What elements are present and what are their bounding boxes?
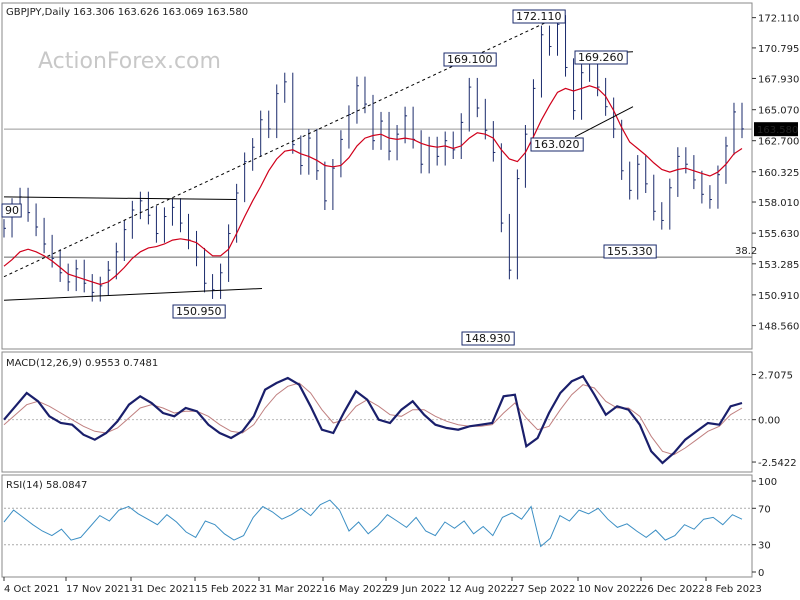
annotation-label: 90: [5, 204, 19, 217]
annotation-box: [1, 203, 22, 218]
macd-tick-label: 2.7075: [758, 371, 793, 382]
last-price-tag: [754, 122, 798, 137]
x-tick-label: 12 Aug 2022: [449, 584, 513, 595]
annotation-box: [530, 137, 584, 152]
annotation-label: 155.330: [607, 245, 653, 258]
x-tick-label: 4 Oct 2021: [4, 584, 59, 595]
x-tick-label: 17 Nov 2021: [66, 584, 130, 595]
channel-upper-line: [3, 196, 237, 201]
price-panel-frame: [1, 2, 753, 350]
x-tick-label: 8 Feb 2023: [706, 584, 762, 595]
annotation-box: [512, 9, 566, 24]
rsi-tick-label: 30: [758, 541, 771, 552]
x-tick-label: 31 Dec 2021: [131, 584, 195, 595]
annotation-label: 150.950: [176, 305, 222, 318]
rsi-series-layer: [3, 499, 752, 548]
price-tick-label: 155.630: [758, 229, 799, 240]
price-series-layer: 38.2 172.110 169.100 169.260 163.020 155.330 1…: [1, 9, 757, 346]
x-tick-label: 31 Mar 2022: [259, 584, 322, 595]
annotation-box: [461, 331, 515, 346]
macd-tick-label: -2.5422: [758, 458, 797, 469]
macd-tick-label: 0.00: [758, 416, 780, 427]
watermark-text: ActionForex.com: [38, 49, 221, 74]
price-tick-label: 162.700: [758, 137, 799, 148]
symbol-header: GBPJPY,Daily 163.306 163.626 163.069 163…: [6, 7, 248, 18]
price-tick-label: 172.110: [758, 14, 799, 25]
price-tick-label: 148.560: [758, 322, 799, 333]
macd-label: MACD(12,26,9) 0.9553 0.7481: [6, 358, 158, 369]
channel-lower-line: [3, 287, 263, 301]
rsi-tick-label: 70: [758, 504, 771, 515]
macd-panel-frame: [1, 351, 753, 473]
x-tick-label: 27 Sep 2022: [512, 584, 575, 595]
annotation-label: 148.930: [465, 332, 511, 345]
rsi-label: RSI(14) 58.0847: [6, 480, 87, 491]
rsi-tick-label: 100: [758, 477, 777, 488]
x-tick-label: 10 Nov 2022: [578, 584, 642, 595]
price-tick-label: 170.795: [758, 44, 799, 55]
x-tick-label: 15 Feb 2022: [195, 584, 257, 595]
axis-labels-layer: 172.110 170.795 167.930 165.070 162.700 160.3…: [3, 14, 799, 595]
price-tick-label: 150.910: [758, 291, 799, 302]
moving-average-line: [3, 85, 743, 286]
macd-signal-line: [3, 382, 743, 456]
macd-series-layer: [3, 374, 752, 465]
annotation-box: [603, 244, 657, 259]
fib-label: 38.2: [735, 246, 757, 257]
x-tick-label: 16 May 2022: [323, 584, 388, 595]
rsi-tick-label: 0: [758, 568, 764, 579]
annotation-box: [574, 50, 628, 65]
x-tick-label: 26 Dec 2022: [641, 584, 705, 595]
price-tick-label: 158.010: [758, 198, 799, 209]
annotation-label: 172.110: [516, 10, 562, 23]
rsi-panel-frame: [1, 474, 753, 578]
annotation-box: [172, 304, 226, 319]
price-tick-label: 167.930: [758, 74, 799, 85]
annotation-label: 163.020: [534, 138, 580, 151]
last-price-tag-text: 163.580: [757, 125, 798, 136]
rsi-line: [3, 499, 743, 548]
price-tick-label: 153.285: [758, 260, 799, 271]
price-tick-label: 165.070: [758, 106, 799, 117]
annotation-label: 169.100: [447, 53, 493, 66]
annotation-label: 169.260: [578, 51, 624, 64]
x-tick-label: 29 Jun 2022: [386, 584, 446, 595]
macd-line: [3, 374, 743, 465]
price-tick-label: 160.325: [758, 168, 799, 179]
annotation-box: [443, 52, 497, 67]
wedge-lower-line: [574, 106, 634, 138]
